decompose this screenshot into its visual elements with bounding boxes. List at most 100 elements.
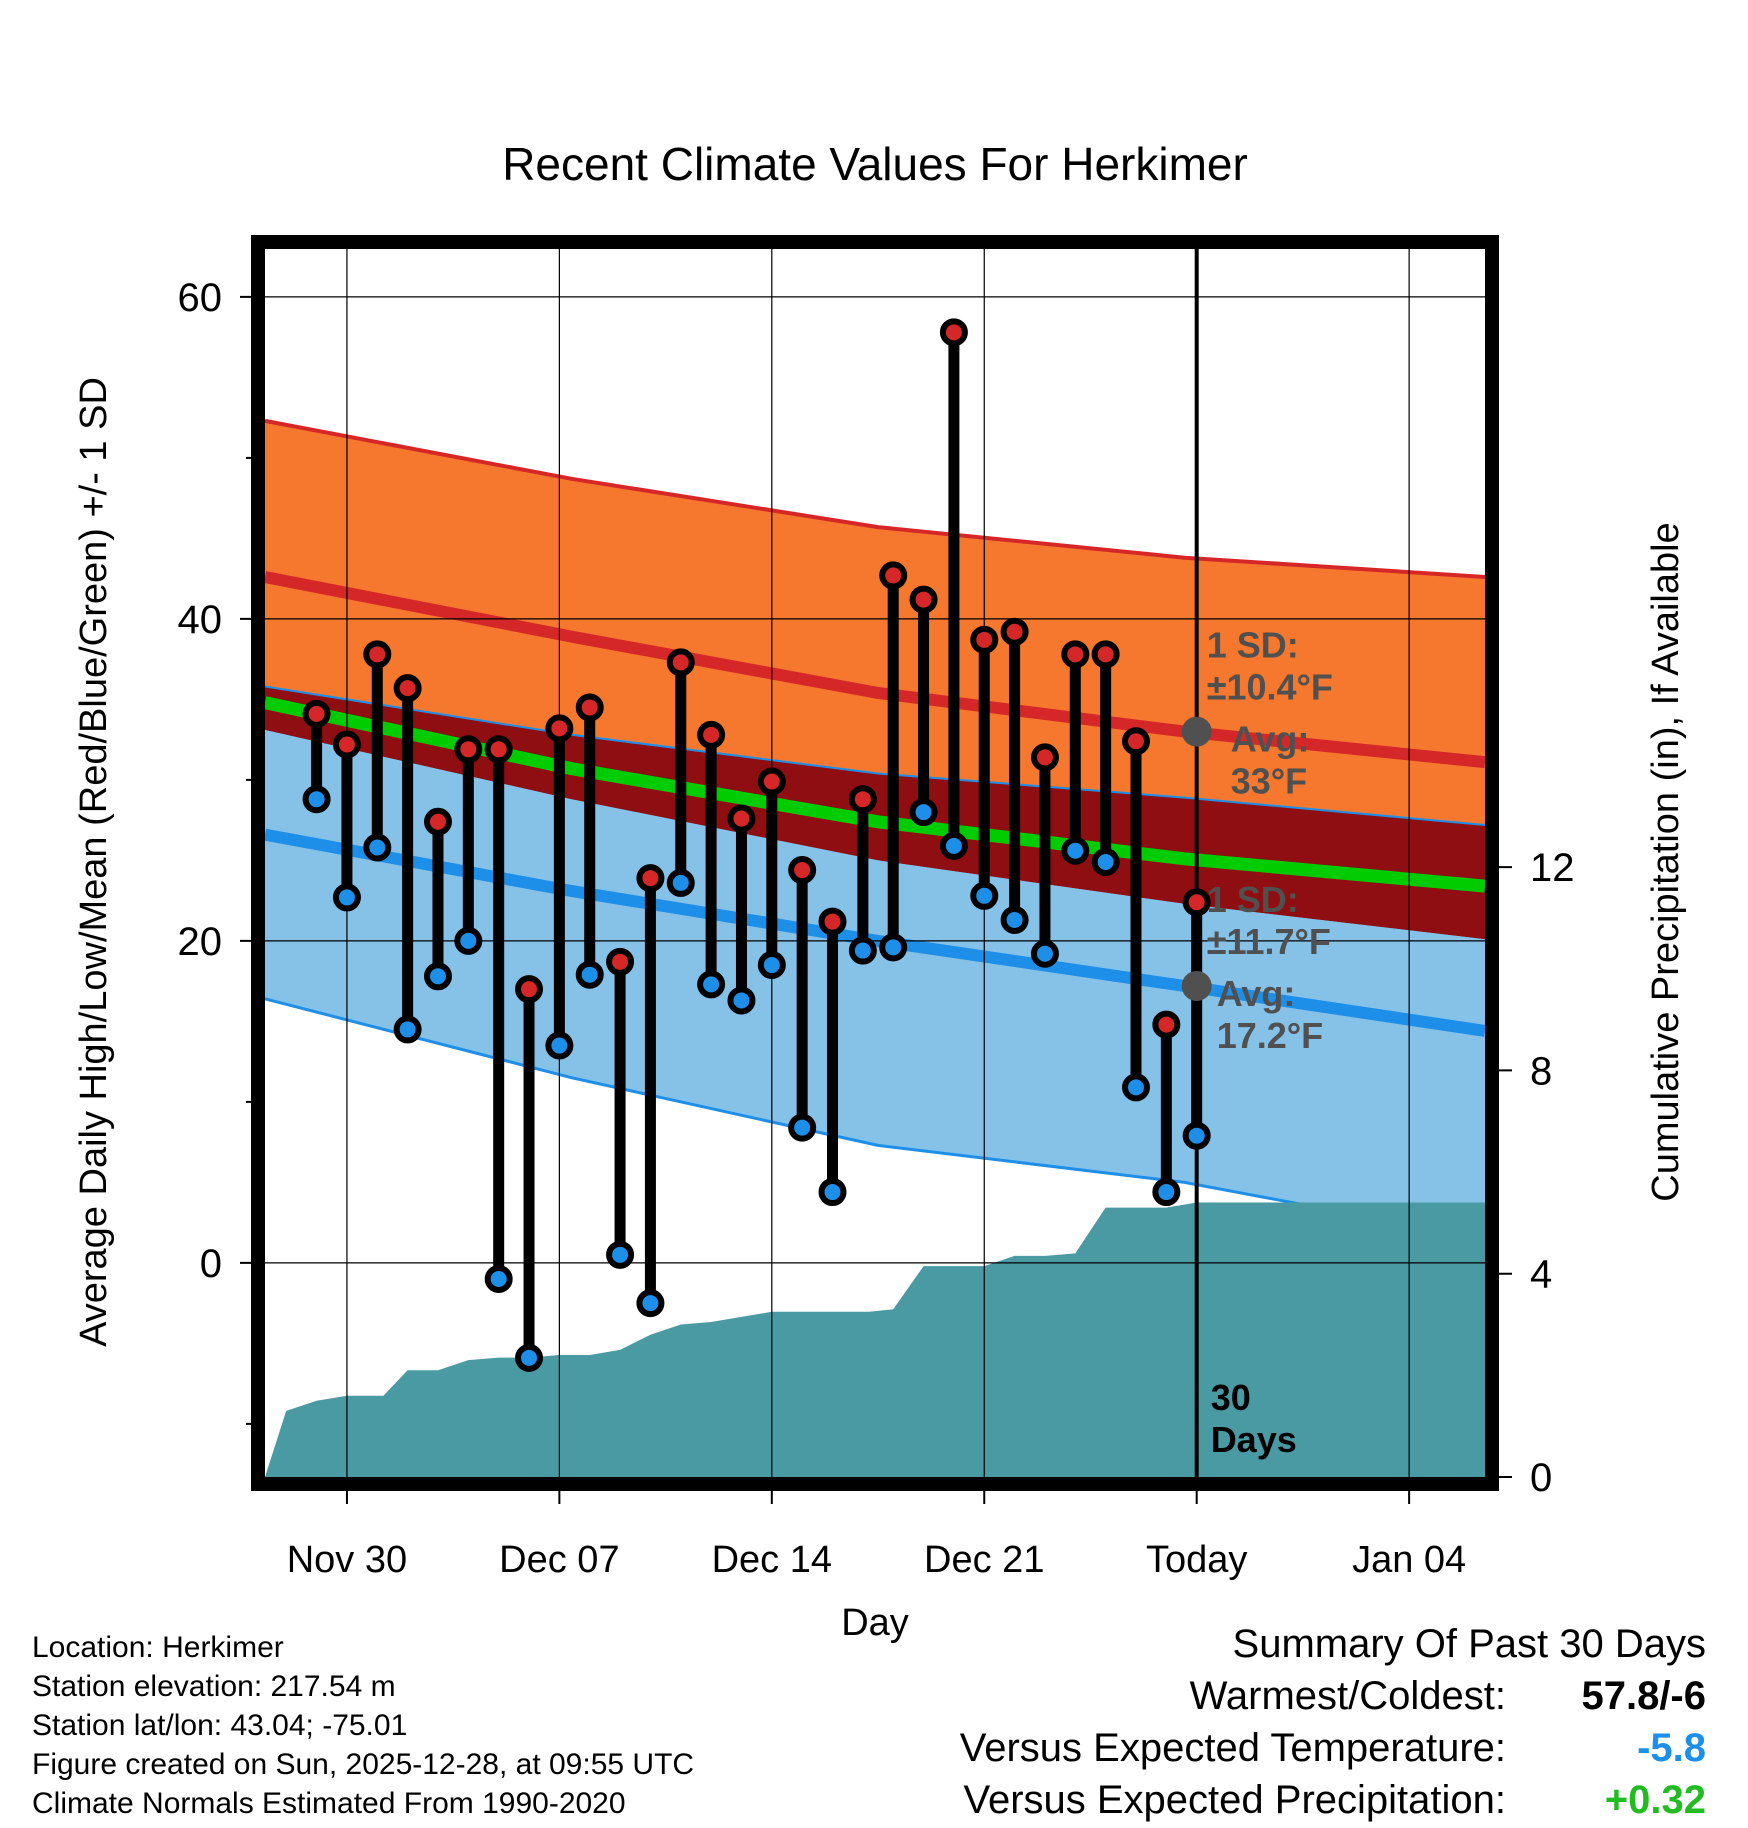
plot-frame: [251, 235, 1499, 1491]
high-point: [606, 947, 635, 976]
low-sd-annotation: 1 SD: ±11.7°F: [1207, 879, 1331, 962]
normals-text: Climate Normals Estimated From 1990-2020: [32, 1787, 626, 1820]
low-point: [636, 1289, 665, 1318]
high-sd-annotation: 1 SD: ±10.4°F: [1207, 625, 1333, 708]
low-point: [484, 1264, 513, 1293]
high-point: [757, 767, 786, 796]
low-point: [879, 933, 908, 962]
overlap-band: [265, 686, 1485, 940]
low-point: [515, 1343, 544, 1372]
days-label: 30 Days: [1211, 1377, 1297, 1460]
low-point: [545, 1031, 574, 1060]
y2-tick-label: 0: [1530, 1456, 1552, 1500]
low-point: [757, 951, 786, 980]
created-text: Figure created on Sun, 2025-12-28, at 09…: [32, 1748, 695, 1781]
low-point: [454, 926, 483, 955]
low-point: [423, 962, 452, 991]
warmest-label: Warmest/Coldest:: [1189, 1674, 1506, 1718]
high-point: [423, 807, 452, 836]
x-axis-label: Day: [841, 1602, 909, 1644]
high-point: [970, 625, 999, 654]
low-point: [575, 960, 604, 989]
y-tick-label: 60: [178, 276, 223, 320]
low-point: [697, 970, 726, 999]
low-point: [666, 868, 695, 897]
high-point: [788, 856, 817, 885]
high-point: [545, 714, 574, 743]
low-point: [727, 986, 756, 1015]
high-plus-sd-line: [265, 418, 1485, 579]
elevation-text: Station elevation: 217.54 m: [32, 1670, 396, 1703]
low-point: [606, 1240, 635, 1269]
high-point: [575, 693, 604, 722]
temp-label: Versus Expected Temperature:: [959, 1726, 1506, 1770]
high-point: [666, 648, 695, 677]
high-minus-sd-line: [265, 685, 1485, 826]
high-point: [1152, 1010, 1181, 1039]
high-point: [393, 674, 422, 703]
temp-value: -5.8: [1637, 1726, 1706, 1770]
x-tick-label: Dec 07: [499, 1539, 619, 1581]
low-point: [1091, 848, 1120, 876]
high-avg-annotation: Avg: 33°F: [1231, 719, 1310, 802]
high-point: [332, 730, 361, 759]
station-info: Location: Herkimer Station elevation: 21…: [32, 1628, 694, 1823]
low-point: [1121, 1073, 1150, 1102]
low-point: [393, 1015, 422, 1044]
low-avg-annotation: Avg: 17.2°F: [1217, 973, 1323, 1056]
low-point: [363, 833, 392, 862]
low-point: [1182, 1121, 1211, 1150]
low-point: [1030, 939, 1059, 968]
x-tick-label: Nov 30: [287, 1539, 407, 1581]
high-point: [302, 699, 331, 728]
summary-panel: Summary Of Past 30 Days Warmest/Coldest:…: [806, 1618, 1706, 1826]
low-point: [332, 883, 361, 912]
high-point: [727, 804, 756, 833]
low-point: [848, 936, 877, 965]
summary-row-precip: Versus Expected Precipitation: +0.32: [806, 1774, 1706, 1826]
y2-tick-label: 8: [1530, 1049, 1552, 1093]
low-point: [909, 798, 938, 827]
summary-row-warmest: Warmest/Coldest: 57.8/-6: [806, 1670, 1706, 1722]
x-tick-label: Dec 21: [924, 1539, 1044, 1581]
precip-label: Versus Expected Precipitation:: [963, 1778, 1506, 1822]
high-point: [484, 735, 513, 764]
low-point: [818, 1178, 847, 1207]
high-point: [1061, 640, 1090, 669]
high-avg-marker: [1181, 716, 1212, 747]
low-point: [970, 881, 999, 910]
high-point: [818, 907, 847, 936]
warmest-value: 57.8/-6: [1581, 1674, 1706, 1718]
low-point: [1000, 905, 1029, 934]
high-point: [454, 735, 483, 764]
high-point: [939, 318, 968, 347]
high-mean-line: [265, 571, 1485, 769]
high-point: [636, 864, 665, 893]
location-text: Location: Herkimer: [32, 1631, 284, 1664]
x-tick-label: Dec 14: [712, 1539, 832, 1581]
high-point: [1091, 640, 1120, 669]
low-band: [265, 730, 1485, 1239]
y2-axis-label: Cumulative Precipitation (in), If Availa…: [1645, 522, 1687, 1201]
chart-title: Recent Climate Values For Herkimer: [502, 138, 1248, 190]
low-point: [302, 785, 331, 814]
low-point: [1152, 1178, 1181, 1207]
low-minus-sd-line: [265, 997, 1485, 1241]
precip-value: +0.32: [1604, 1778, 1706, 1822]
high-point: [363, 640, 392, 669]
low-point: [788, 1113, 817, 1142]
y-tick-label: 20: [178, 920, 223, 964]
high-point: [879, 561, 908, 590]
high-point: [515, 975, 544, 1004]
high-point: [1121, 727, 1150, 756]
x-tick-label: Jan 04: [1352, 1539, 1466, 1581]
high-point: [697, 720, 726, 749]
precip-area: [265, 1202, 1485, 1477]
x-tick-label: Today: [1146, 1539, 1247, 1581]
high-point: [909, 585, 938, 614]
high-point: [1030, 743, 1059, 772]
y-tick-label: 0: [200, 1242, 222, 1286]
low-avg-marker: [1181, 970, 1212, 1001]
high-point: [1000, 617, 1029, 646]
